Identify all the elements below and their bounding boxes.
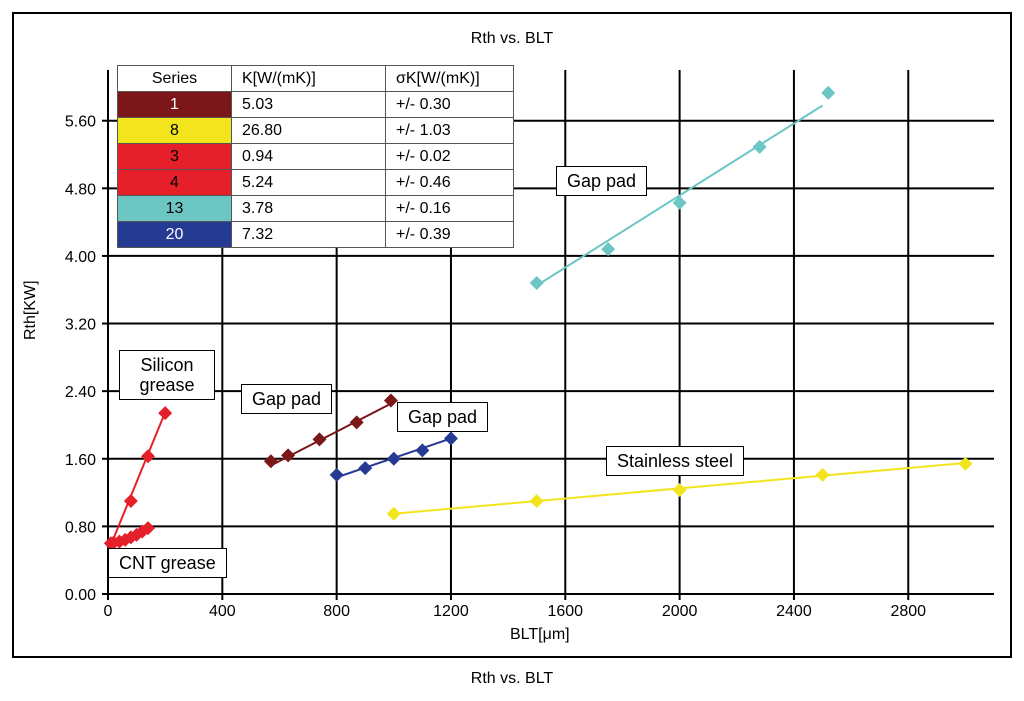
series-13-point: [529, 275, 544, 290]
series-8-point: [815, 467, 830, 482]
series-4-fit-line: [109, 411, 167, 546]
legend-sigma-value: +/- 0.02: [385, 143, 514, 170]
series-1-point: [312, 432, 327, 447]
y-tick-label: 3.20: [65, 317, 96, 334]
x-tick-label: 800: [323, 603, 350, 620]
legend-sigma-value: +/- 0.46: [385, 169, 514, 196]
y-tick-label: 4.80: [65, 181, 96, 198]
legend-row: 8 26.80 +/- 1.03: [117, 117, 514, 144]
y-tick-label: 5.60: [65, 114, 96, 131]
legend-header-series: Series: [117, 65, 232, 92]
legend-k-value: 5.24: [231, 169, 386, 196]
legend-sigma-value: +/- 1.03: [385, 117, 514, 144]
series-4-point: [141, 449, 156, 464]
y-axis-label: Rth[KW]: [22, 280, 39, 340]
series-3-point: [141, 521, 156, 536]
annotation-gap-pad-1: Gap pad: [241, 384, 333, 414]
series-1-point: [349, 415, 364, 430]
x-tick-label: 0: [104, 603, 113, 620]
series-8-point: [529, 494, 544, 509]
series-4-point: [103, 536, 118, 551]
legend-row: 1 5.03 +/- 0.30: [117, 91, 514, 118]
x-tick-label: 2400: [776, 603, 812, 620]
y-tick-label: 4.00: [65, 249, 96, 266]
legend-header-sigma: σK[W/(mK)]: [385, 65, 514, 92]
legend-series-swatch: 8: [117, 117, 232, 144]
legend-k-value: 7.32: [231, 221, 386, 248]
y-tick-label: 0.80: [65, 519, 96, 536]
series-1-point: [281, 448, 296, 463]
legend-series-swatch: 1: [117, 91, 232, 118]
legend-k-value: 5.03: [231, 91, 386, 118]
x-tick-label: 1600: [547, 603, 583, 620]
series-8-point: [386, 506, 401, 521]
annotation-stainless-steel: Stainless steel: [606, 446, 745, 476]
series-20-point: [329, 467, 344, 482]
legend-row: 20 7.32 +/- 0.39: [117, 221, 514, 248]
legend-k-value: 3.78: [231, 195, 386, 222]
series-1-point: [263, 454, 278, 469]
series-20-point: [415, 443, 430, 458]
series-1-point: [383, 393, 398, 408]
x-tick-label: 2000: [662, 603, 698, 620]
series-4-point: [123, 494, 138, 509]
series-20-point: [358, 461, 373, 476]
legend-row: 4 5.24 +/- 0.46: [117, 169, 514, 196]
chart-caption: Rth vs. BLT: [470, 670, 554, 687]
chart-title: Rth vs. BLT: [470, 30, 554, 47]
x-tick-label: 1200: [433, 603, 469, 620]
legend-series-swatch: 20: [117, 221, 232, 248]
x-axis-label: BLT[μm]: [510, 626, 570, 643]
legend-row: 13 3.78 +/- 0.16: [117, 195, 514, 222]
legend-series-swatch: 13: [117, 195, 232, 222]
series-8-point: [958, 456, 973, 471]
legend-row: 3 0.94 +/- 0.02: [117, 143, 514, 170]
legend-header-k: K[W/(mK)]: [231, 65, 386, 92]
series-4-point: [158, 406, 173, 421]
x-tick-label: 2800: [890, 603, 926, 620]
y-tick-label: 0.00: [65, 587, 96, 604]
series-8-point: [672, 483, 687, 498]
annotation-gap-pad-20: Gap pad: [397, 402, 489, 432]
legend-k-value: 0.94: [231, 143, 386, 170]
legend-series-swatch: 3: [117, 143, 232, 170]
series-20-point: [386, 451, 401, 466]
chart-frame: [12, 12, 1012, 658]
legend-table: Series K[W/(mK)] σK[W/(mK)] 1 5.03 +/- 0…: [117, 65, 514, 248]
legend-header-row: Series K[W/(mK)] σK[W/(mK)]: [117, 65, 514, 92]
annotation-gap-pad-13: Gap pad: [556, 166, 648, 196]
y-tick-label: 2.40: [65, 384, 96, 401]
series-13-point: [672, 195, 687, 210]
annotation-silicon-grease: Silicon grease: [119, 350, 215, 400]
y-tick-label: 1.60: [65, 452, 96, 469]
x-tick-label: 400: [209, 603, 236, 620]
legend-sigma-value: +/- 0.16: [385, 195, 514, 222]
series-3-point: [118, 532, 133, 547]
series-13-fit-line: [536, 104, 824, 287]
series-13-point: [821, 85, 836, 100]
annotation-cnt-grease: CNT grease: [108, 548, 227, 578]
legend-k-value: 26.80: [231, 117, 386, 144]
legend-sigma-value: +/- 0.39: [385, 221, 514, 248]
series-13-point: [752, 139, 767, 154]
legend-sigma-value: +/- 0.30: [385, 91, 514, 118]
series-13-point: [601, 242, 616, 257]
legend-series-swatch: 4: [117, 169, 232, 196]
series-20-point: [443, 431, 458, 446]
